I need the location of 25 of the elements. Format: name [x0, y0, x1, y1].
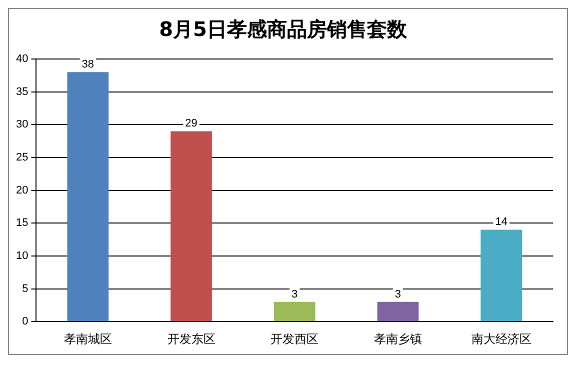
data-label: 3	[394, 288, 402, 300]
bar	[377, 302, 419, 322]
y-tick-label: 20	[16, 184, 28, 196]
x-tick-label: 孝南乡镇	[374, 332, 422, 346]
data-label: 14	[495, 216, 508, 228]
data-label: 38	[82, 58, 94, 71]
data-label: 29	[185, 118, 198, 130]
y-tick-label: 10	[16, 250, 28, 262]
bar	[480, 230, 522, 322]
x-tick-label: 开发东区	[167, 332, 216, 346]
y-tick-label: 35	[16, 86, 28, 98]
y-tick-label: 40	[16, 53, 28, 66]
y-tick-label: 25	[16, 152, 28, 164]
data-label: 3	[292, 288, 298, 300]
x-tick-label: 开发西区	[270, 332, 319, 346]
y-tick-label: 0	[22, 316, 28, 328]
y-tick-label: 30	[16, 118, 28, 131]
y-tick-label: 15	[16, 217, 28, 230]
y-tick-label: 5	[22, 282, 28, 295]
chart-title: 8月5日孝感商品房销售套数	[159, 17, 408, 42]
bar	[170, 131, 212, 322]
x-tick-label: 孝南城区	[64, 332, 112, 346]
bar	[67, 72, 109, 322]
bar	[274, 302, 316, 322]
x-tick-label: 南大经济区	[471, 332, 532, 346]
